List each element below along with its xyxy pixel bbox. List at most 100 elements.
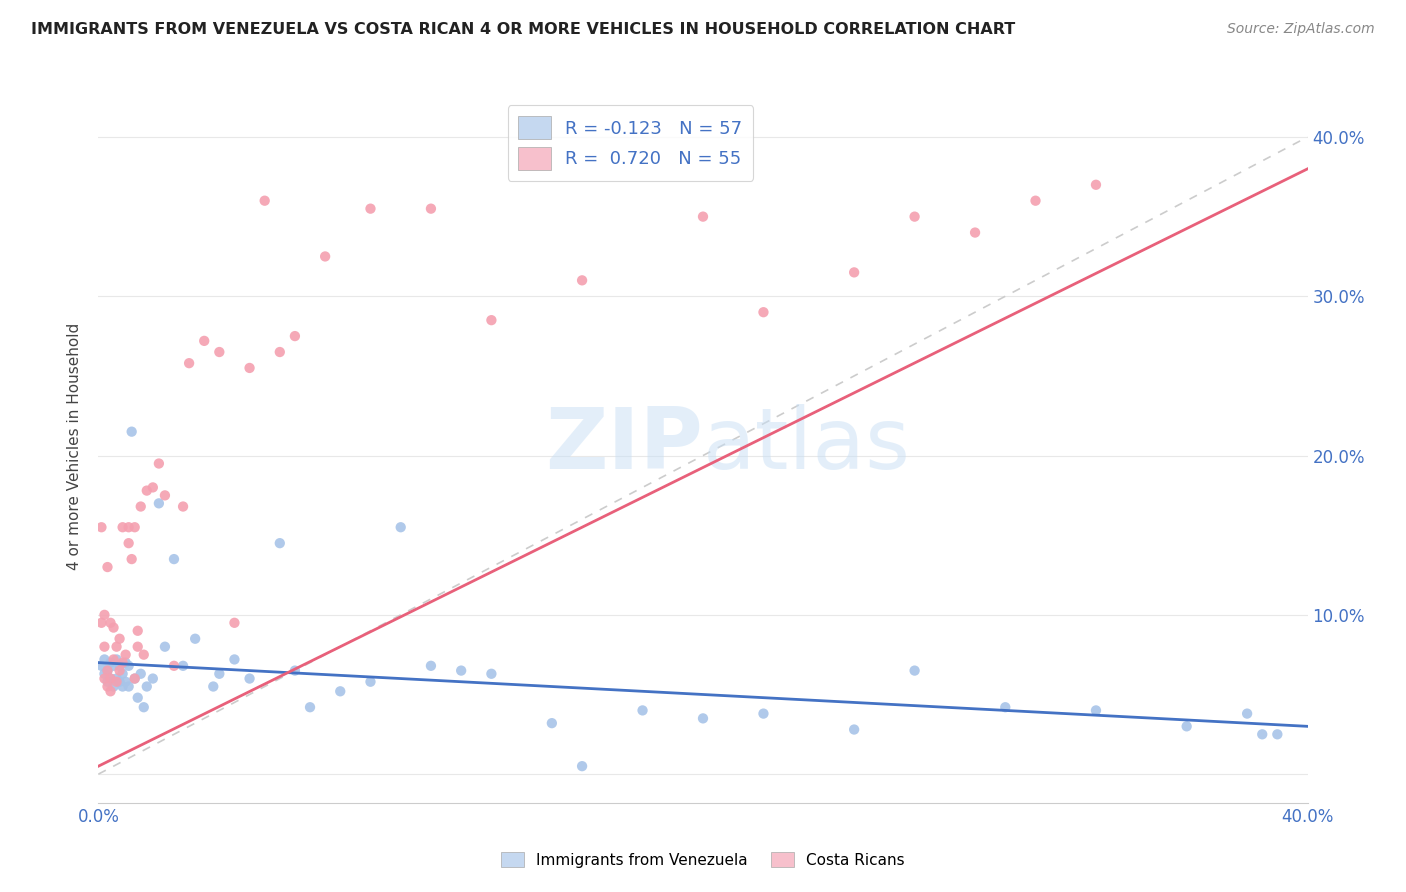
Point <box>105 652 128 666</box>
Point <box>193 334 215 348</box>
Point <box>103 680 125 694</box>
Legend: Immigrants from Venezuela, Costa Ricans: Immigrants from Venezuela, Costa Ricans <box>495 846 911 873</box>
Point <box>965 226 987 240</box>
Point <box>163 552 186 566</box>
Point <box>132 700 155 714</box>
Text: IMMIGRANTS FROM VENEZUELA VS COSTA RICAN 4 OR MORE VEHICLES IN HOUSEHOLD CORRELA: IMMIGRANTS FROM VENEZUELA VS COSTA RICAN… <box>31 22 1015 37</box>
Point <box>420 202 443 216</box>
Point <box>904 210 927 224</box>
Point <box>124 672 146 686</box>
Point <box>100 615 122 630</box>
Point <box>844 265 866 279</box>
Point <box>184 632 207 646</box>
Point <box>571 273 593 287</box>
Point <box>571 759 593 773</box>
Point <box>127 624 149 638</box>
Point <box>269 345 291 359</box>
Point <box>481 313 503 327</box>
Point <box>692 210 714 224</box>
Point <box>208 666 231 681</box>
Point <box>420 658 443 673</box>
Point <box>93 672 115 686</box>
Point <box>994 700 1017 714</box>
Point <box>121 552 143 566</box>
Point <box>100 672 122 686</box>
Point <box>108 658 131 673</box>
Text: atlas: atlas <box>703 404 911 488</box>
Point <box>540 716 562 731</box>
Point <box>1024 194 1046 208</box>
Point <box>108 632 131 646</box>
Point <box>100 684 122 698</box>
Point <box>1236 706 1258 721</box>
Point <box>103 621 125 635</box>
Point <box>135 483 157 498</box>
Point <box>93 640 115 654</box>
Point <box>481 666 503 681</box>
Point <box>329 684 352 698</box>
Point <box>153 640 176 654</box>
Point <box>96 664 118 678</box>
Point <box>142 672 165 686</box>
Point <box>239 360 262 375</box>
Point <box>111 656 134 670</box>
Point <box>389 520 412 534</box>
Point <box>1267 727 1289 741</box>
Point <box>118 520 141 534</box>
Point <box>103 658 125 673</box>
Point <box>148 457 170 471</box>
Point <box>100 656 122 670</box>
Point <box>1251 727 1274 741</box>
Point <box>224 615 246 630</box>
Point <box>96 560 118 574</box>
Point <box>127 690 149 705</box>
Point <box>100 672 122 686</box>
Point <box>114 648 136 662</box>
Point <box>450 664 472 678</box>
Point <box>108 664 131 678</box>
Point <box>124 672 146 686</box>
Point <box>360 202 382 216</box>
Point <box>114 674 136 689</box>
Point <box>752 706 775 721</box>
Point <box>96 680 118 694</box>
Point <box>121 425 143 439</box>
Point <box>96 664 118 678</box>
Point <box>172 500 194 514</box>
Text: Source: ZipAtlas.com: Source: ZipAtlas.com <box>1227 22 1375 37</box>
Point <box>202 680 225 694</box>
Y-axis label: 4 or more Vehicles in Household: 4 or more Vehicles in Household <box>67 322 83 570</box>
Point <box>129 500 152 514</box>
Point <box>253 194 276 208</box>
Point <box>132 648 155 662</box>
Point <box>314 249 336 264</box>
Point <box>90 520 112 534</box>
Point <box>844 723 866 737</box>
Point <box>118 680 141 694</box>
Point <box>135 680 157 694</box>
Point <box>1085 178 1108 192</box>
Point <box>105 672 128 686</box>
Point <box>90 615 112 630</box>
Point <box>93 607 115 622</box>
Point <box>111 680 134 694</box>
Point <box>118 658 141 673</box>
Point <box>93 652 115 666</box>
Point <box>904 664 927 678</box>
Point <box>1175 719 1198 733</box>
Point <box>208 345 231 359</box>
Point <box>142 480 165 494</box>
Point <box>284 329 307 343</box>
Point <box>103 652 125 666</box>
Point <box>114 656 136 670</box>
Point <box>172 658 194 673</box>
Point <box>111 520 134 534</box>
Point <box>124 520 146 534</box>
Point <box>692 711 714 725</box>
Point <box>269 536 291 550</box>
Point <box>118 536 141 550</box>
Point <box>299 700 322 714</box>
Point <box>148 496 170 510</box>
Point <box>108 674 131 689</box>
Text: ZIP: ZIP <box>546 404 703 488</box>
